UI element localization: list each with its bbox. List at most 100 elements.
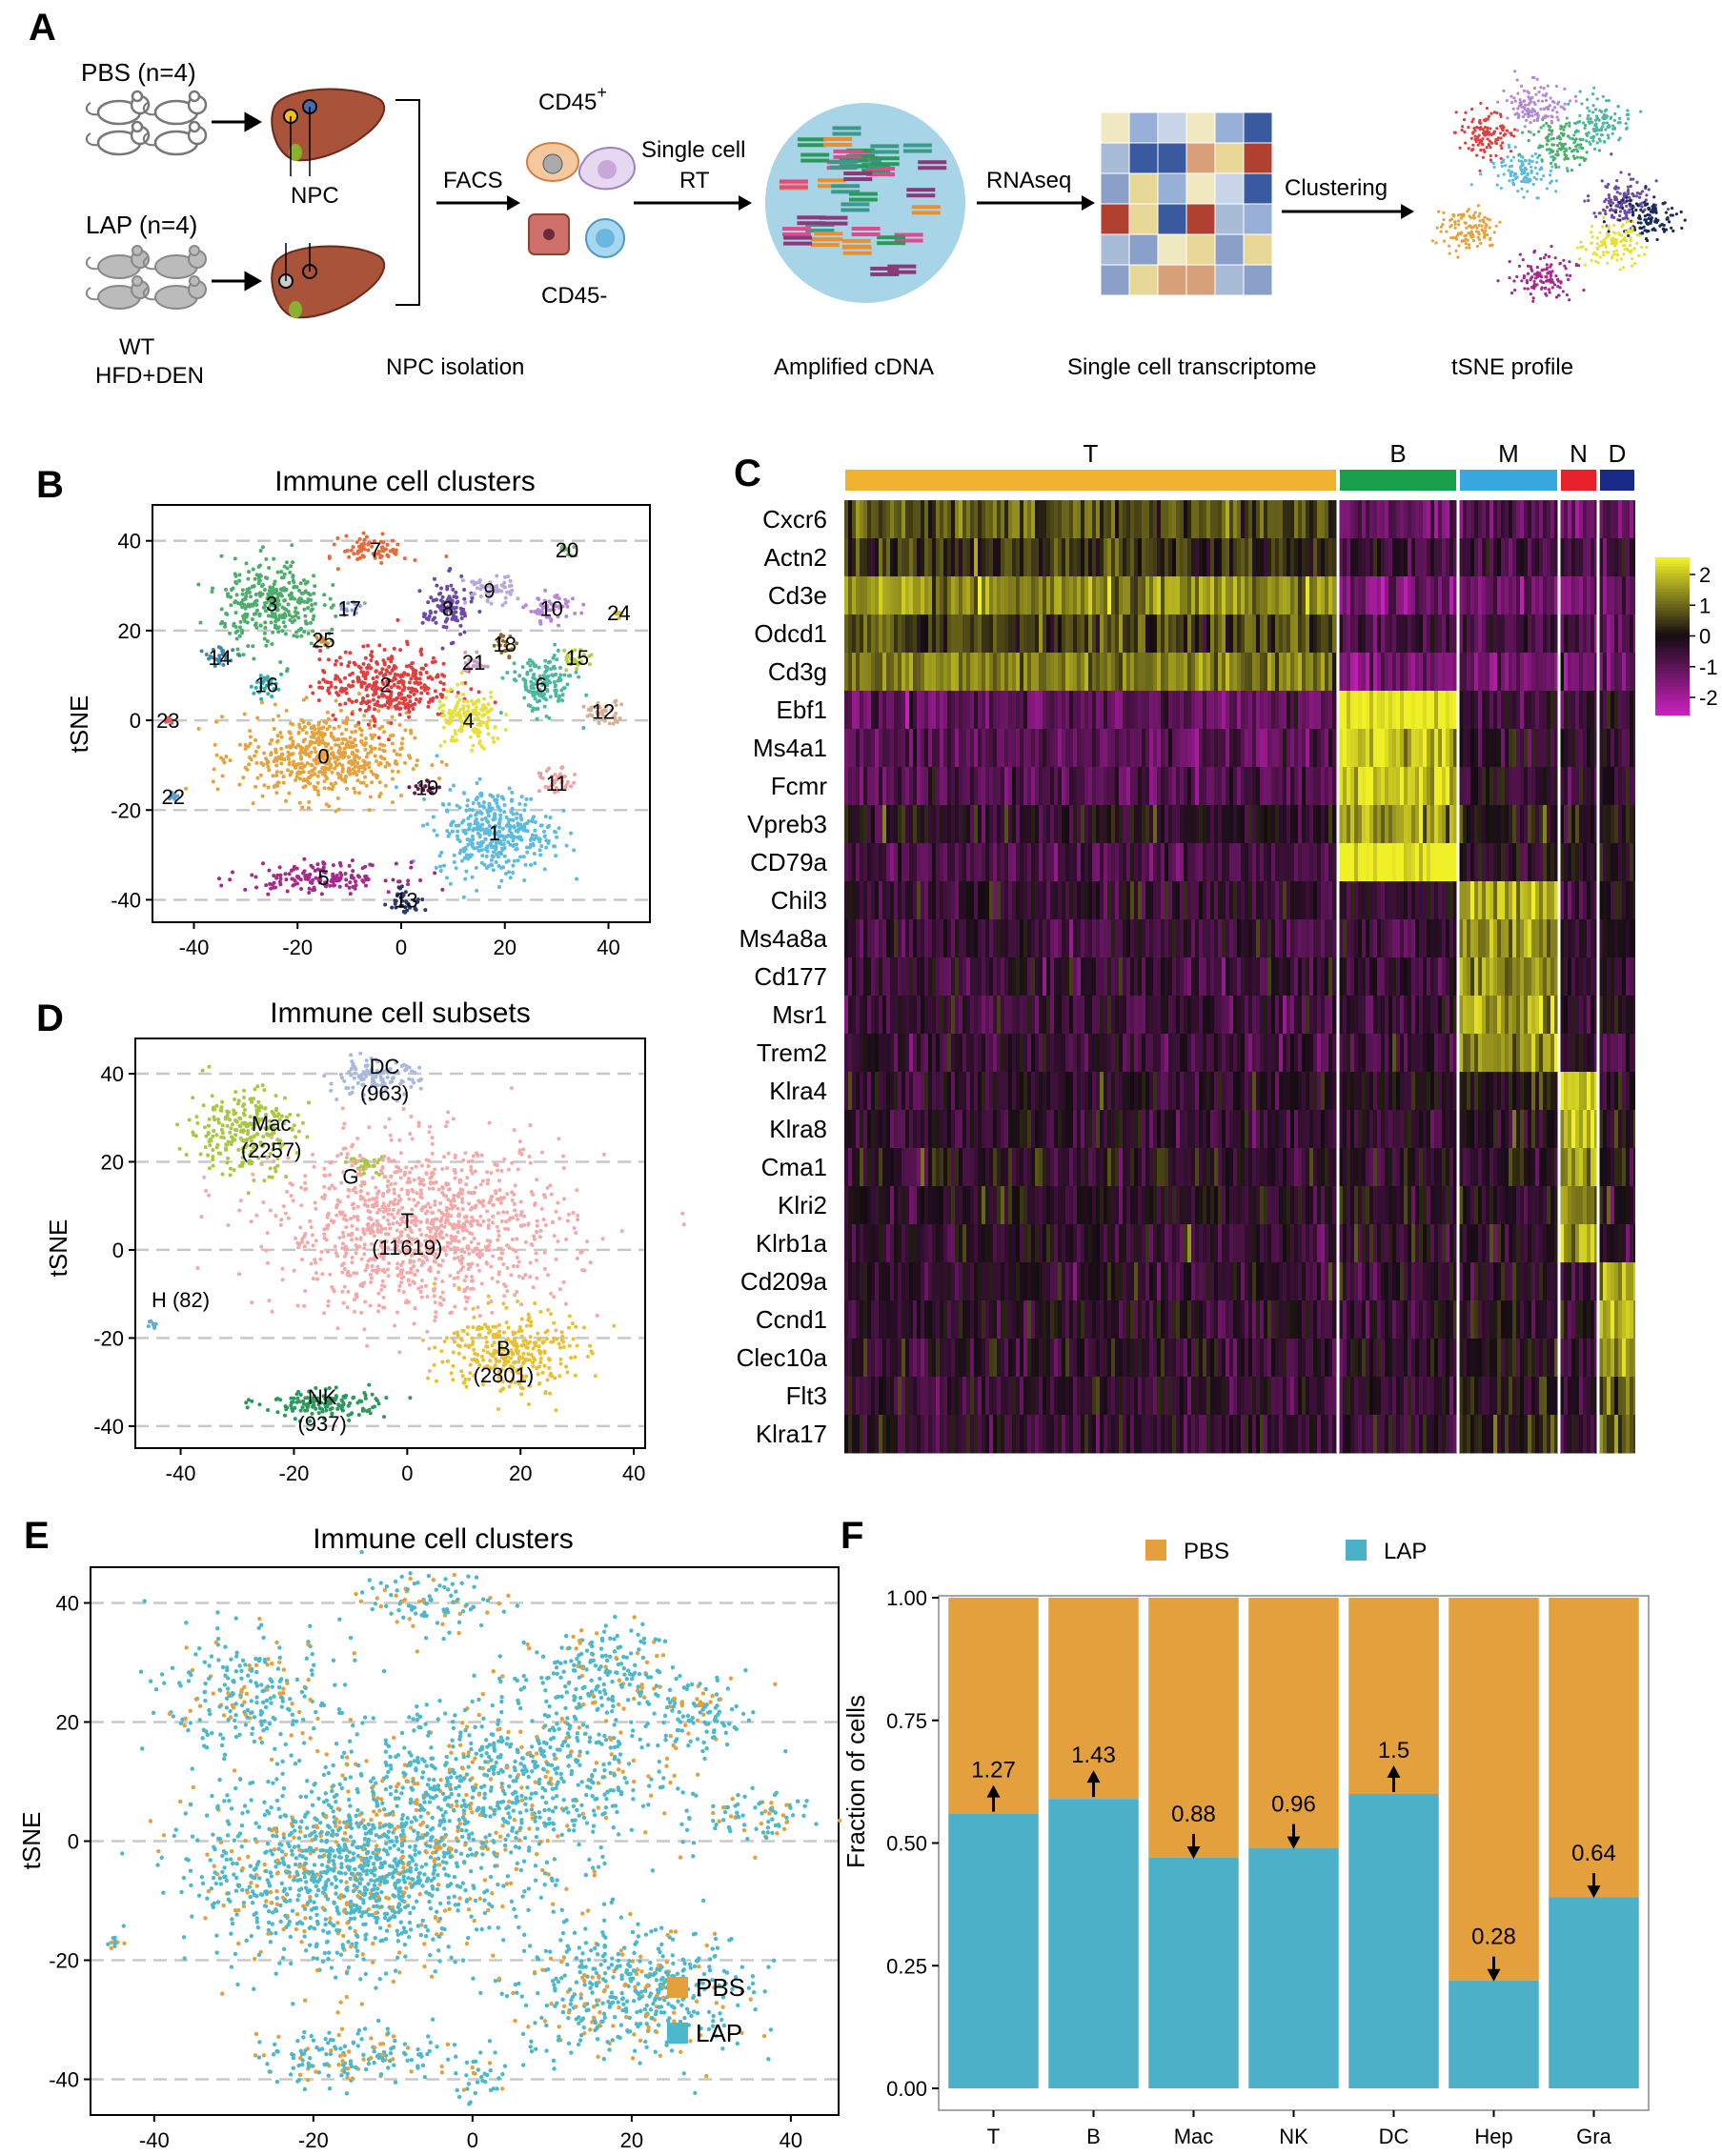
heatmap-cell	[1004, 615, 1008, 654]
cluster-point	[458, 623, 463, 628]
tsne-dot	[1460, 129, 1464, 132]
cluster-point	[424, 670, 429, 675]
cluster-point	[366, 707, 371, 712]
matrix-cell	[1100, 172, 1130, 205]
heatmap-cell	[1195, 576, 1199, 615]
tsne-dot	[1548, 125, 1552, 129]
cluster-point	[366, 751, 371, 756]
cluster-point	[291, 752, 295, 756]
tsne-dot	[1512, 279, 1516, 283]
tsne-dot	[1618, 213, 1622, 218]
cluster-point	[356, 679, 361, 684]
cluster-point	[377, 780, 382, 785]
cluster-point	[351, 679, 355, 684]
heatmap-cell	[936, 615, 940, 654]
heatmap-cell	[1505, 615, 1509, 654]
cluster-point	[359, 733, 364, 737]
heatmap-cell	[1607, 576, 1611, 615]
cluster-point	[245, 767, 250, 772]
tsne-dot	[1492, 231, 1496, 234]
cluster-point	[361, 554, 366, 559]
cdna-fragment	[865, 172, 895, 177]
tsne-dot	[1532, 109, 1536, 112]
cluster-point	[249, 757, 253, 762]
heatmap-cell	[1039, 538, 1043, 577]
cluster-point	[307, 754, 312, 758]
tsne-dot	[1616, 121, 1620, 125]
heatmap-cell	[871, 615, 875, 654]
heatmap-cell	[1256, 615, 1260, 654]
tsne-dot	[1646, 222, 1650, 227]
tsne-dot	[1607, 230, 1611, 233]
cluster-point	[394, 785, 398, 790]
heatmap-cell	[1267, 538, 1271, 577]
heatmap-cell	[1226, 615, 1229, 654]
heatmap-cell	[924, 538, 928, 577]
heatmap-cell	[947, 500, 951, 539]
cluster-point	[384, 547, 389, 552]
cluster-point	[348, 735, 353, 740]
cluster-point	[471, 845, 476, 850]
cluster-point	[299, 634, 304, 638]
tsne-dot	[1470, 108, 1474, 111]
heatmap-cell	[1286, 538, 1290, 577]
heatmap-cell	[844, 653, 848, 692]
cluster-point	[306, 631, 311, 635]
cluster-point	[354, 729, 358, 734]
heatmap-cell	[1430, 500, 1434, 539]
tsne-dot	[1612, 118, 1616, 123]
cluster-point	[313, 584, 317, 589]
tsne-dot	[1430, 239, 1434, 243]
tsne-dot	[1626, 189, 1631, 192]
tsne-dot	[1581, 147, 1585, 151]
heatmap-cell	[1453, 615, 1457, 654]
tsne-dot	[1631, 256, 1634, 261]
cluster-point	[436, 675, 440, 679]
cluster-point	[512, 677, 517, 682]
cluster-point	[301, 591, 306, 595]
heatmap-cell	[1050, 615, 1054, 654]
heatmap-cell	[1611, 615, 1614, 654]
cluster-point	[438, 692, 443, 696]
heatmap-cell	[1252, 615, 1256, 654]
tsne-dot	[1460, 239, 1464, 244]
cdna-fragment	[870, 150, 900, 154]
cluster-point	[253, 750, 258, 755]
cluster-point	[413, 557, 417, 562]
cluster-point	[272, 726, 276, 731]
tsne-dot	[1544, 286, 1548, 290]
cluster-point	[452, 738, 456, 743]
cluster-point	[346, 770, 351, 775]
tsne-dot	[1492, 111, 1496, 114]
tsne-dot	[1492, 130, 1496, 133]
cluster-point	[434, 865, 438, 870]
heatmap-cell	[1073, 538, 1077, 577]
tsne-dot	[1530, 165, 1533, 169]
cluster-point	[254, 603, 259, 608]
heatmap-cell	[1226, 576, 1229, 615]
tsne-dot	[1530, 111, 1533, 114]
cdna-fragment	[887, 270, 917, 274]
cluster-point	[478, 594, 483, 598]
heatmap-cell	[1195, 615, 1199, 654]
tsne-dot	[1541, 145, 1545, 149]
cluster-point	[432, 828, 436, 833]
cluster-point	[316, 793, 321, 797]
heatmap-cell	[1339, 500, 1343, 539]
cdna-fragment	[906, 188, 936, 192]
matrix-cell	[1214, 142, 1245, 174]
tsne-dot	[1591, 139, 1595, 143]
heatmap-cell	[1039, 615, 1043, 654]
cluster-point	[364, 672, 369, 676]
heatmap-cell	[1493, 500, 1497, 539]
cluster-point	[413, 675, 417, 679]
tsne-dot	[1482, 232, 1487, 235]
heatmap-cell	[1157, 576, 1161, 615]
cluster-point	[313, 766, 317, 771]
cluster-point	[355, 749, 360, 754]
cluster-point	[351, 884, 355, 889]
tsne-dot	[1649, 210, 1652, 213]
heatmap-cell	[852, 615, 856, 654]
tsne-dot	[1587, 198, 1590, 203]
cluster-point	[444, 876, 449, 880]
